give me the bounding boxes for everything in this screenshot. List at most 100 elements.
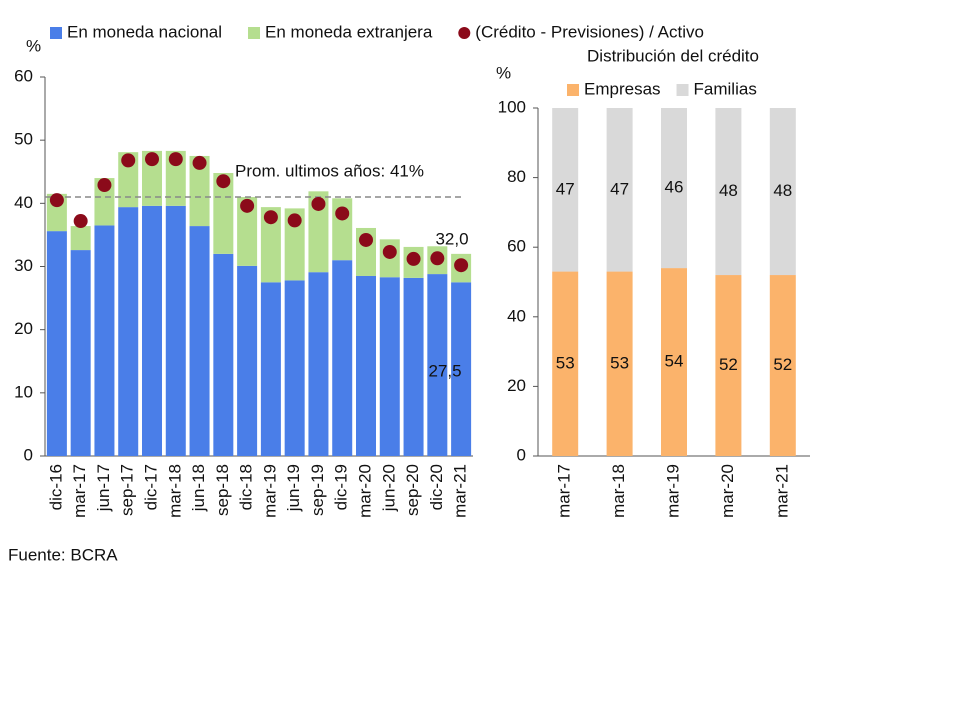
y-tick-label: 0 (24, 445, 33, 464)
unit-label: % (26, 36, 41, 55)
point (263, 210, 278, 225)
y-tick-label: 60 (507, 237, 526, 256)
x-tick-label: jun-19 (284, 464, 303, 512)
point (168, 152, 183, 167)
bar (70, 250, 91, 456)
bar (260, 207, 281, 283)
point (406, 251, 421, 266)
bar (427, 274, 448, 456)
point (216, 174, 231, 189)
bar (661, 268, 687, 456)
y-tick-label: 20 (14, 319, 33, 338)
bar (118, 207, 139, 456)
x-tick-label: mar-21 (451, 464, 470, 518)
point (73, 214, 88, 229)
bar (715, 108, 742, 276)
bar (142, 205, 162, 456)
x-tick-label: dic-18 (237, 464, 256, 510)
x-tick-label: jun-20 (379, 464, 398, 512)
value-label: 52 (719, 355, 738, 374)
bar (769, 275, 796, 456)
bar (332, 260, 353, 456)
bar (552, 271, 579, 456)
x-tick-label: sep-20 (403, 464, 422, 516)
value-label: 54 (665, 352, 684, 371)
unit-label: % (496, 63, 511, 82)
point (335, 206, 350, 221)
x-tick-label: jun-17 (94, 464, 113, 512)
legend-marker (458, 27, 471, 39)
x-tick-label: dic-20 (427, 464, 446, 510)
bar (94, 225, 115, 456)
annotation: 32,0 (435, 229, 468, 248)
x-tick-label: sep-18 (213, 464, 232, 516)
source: Fuente: BCRA (8, 545, 118, 564)
point (311, 196, 326, 211)
bar (213, 173, 234, 254)
y-tick-label: 0 (517, 445, 526, 464)
y-tick-label: 60 (14, 66, 33, 85)
reference-label: Prom. ultimos años: 41% (235, 162, 424, 181)
bar (715, 275, 742, 456)
legend-marker (50, 27, 62, 39)
x-tick-label: sep-17 (118, 464, 137, 516)
value-label: 46 (665, 178, 684, 197)
point (240, 198, 255, 213)
value-label: 48 (719, 181, 738, 200)
point (382, 244, 397, 259)
y-tick-label: 30 (14, 256, 33, 275)
value-label: 53 (556, 353, 575, 372)
bar (308, 272, 329, 456)
y-tick-label: 10 (14, 382, 33, 401)
legend-label: En moneda nacional (67, 22, 222, 41)
point (97, 178, 112, 193)
point (121, 153, 136, 168)
y-tick-label: 20 (507, 376, 526, 395)
x-tick-label: mar-18 (165, 464, 184, 518)
legend-marker (567, 84, 579, 96)
legend-marker (248, 27, 261, 39)
annotation: 27,5 (428, 361, 461, 380)
x-tick-label: mar-19 (260, 464, 279, 518)
x-tick-label: mar-20 (718, 464, 737, 518)
point (145, 152, 159, 167)
bar (308, 191, 329, 273)
bar (165, 150, 186, 206)
x-tick-label: mar-18 (609, 464, 628, 518)
bar (661, 108, 687, 269)
bar (379, 277, 400, 456)
y-tick-label: 50 (14, 130, 33, 149)
bar (769, 108, 796, 276)
bar (284, 280, 305, 456)
bar (606, 271, 633, 456)
bar (70, 226, 91, 251)
bar (606, 108, 633, 272)
legend-label: En moneda extranjera (265, 22, 433, 41)
point (49, 193, 64, 208)
bar (403, 277, 424, 456)
legend-label: Empresas (584, 79, 661, 98)
bar (284, 208, 305, 281)
x-tick-label: mar-17 (70, 464, 89, 518)
x-tick-label: dic-19 (332, 464, 351, 510)
bar (237, 197, 258, 266)
bar (237, 265, 258, 456)
bar (46, 231, 67, 456)
x-tick-label: mar-17 (555, 464, 574, 518)
bar (118, 152, 139, 208)
bar (552, 108, 579, 272)
value-label: 48 (773, 181, 792, 200)
x-tick-label: dic-16 (46, 464, 65, 510)
x-tick-label: sep-19 (308, 464, 327, 516)
y-tick-label: 80 (507, 167, 526, 186)
value-label: 53 (610, 353, 629, 372)
point (287, 213, 302, 228)
legend-marker (676, 84, 689, 96)
bar (189, 155, 210, 227)
point (359, 232, 373, 247)
value-label: 52 (773, 355, 792, 374)
bar (451, 282, 472, 456)
bar (189, 226, 210, 456)
